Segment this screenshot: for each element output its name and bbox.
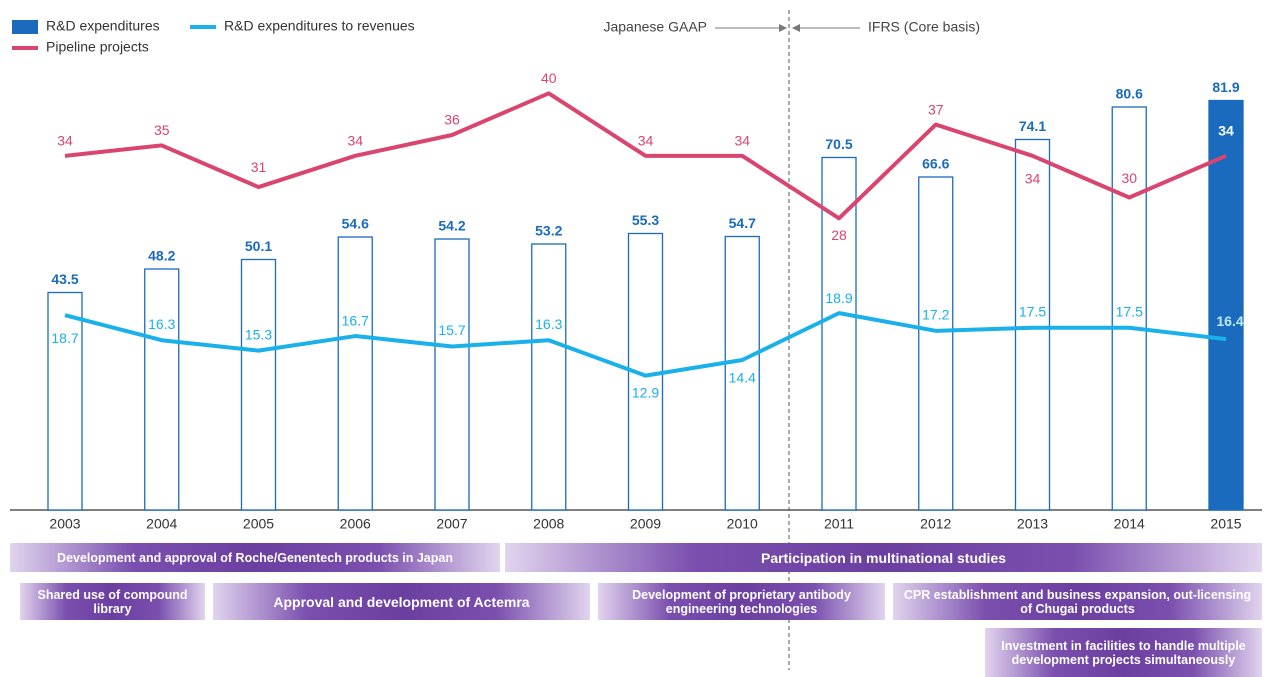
data-label: 17.2	[922, 307, 949, 323]
data-label: 12.9	[632, 384, 659, 400]
bar	[47, 291, 83, 511]
bar-label: 80.6	[1116, 86, 1143, 102]
bar-label: 74.1	[1019, 118, 1046, 134]
bar	[724, 235, 760, 511]
x-tick-label: 2003	[49, 516, 80, 532]
bar-label: 43.5	[51, 271, 78, 287]
timeline-band: Approval and development of Actemra	[213, 583, 590, 620]
bar-label: 54.2	[438, 218, 465, 234]
data-label: 16.3	[148, 316, 175, 332]
x-tick-label: 2013	[1017, 516, 1048, 532]
bar	[434, 238, 470, 511]
data-label: 40	[541, 70, 557, 86]
data-label: 18.9	[825, 290, 852, 306]
bar	[918, 176, 954, 511]
data-label: 28	[831, 227, 847, 243]
timeline-band: Shared use of compound library	[20, 583, 205, 620]
arrow-head	[779, 24, 787, 32]
bar	[1208, 99, 1244, 511]
x-tick-label: 2011	[824, 516, 854, 532]
bar	[240, 258, 277, 511]
x-tick-label: 2012	[920, 516, 951, 532]
data-label: 34	[638, 133, 654, 149]
x-tick-label: 2015	[1210, 516, 1241, 532]
timeline-band: Development and approval of Roche/Genent…	[10, 543, 500, 572]
data-label: 34	[1025, 171, 1041, 187]
annotation: Japanese GAAP	[603, 19, 707, 35]
x-tick-label: 2008	[533, 516, 564, 532]
legend-label: R&D expenditures	[46, 18, 160, 34]
x-tick-label: 2005	[243, 516, 274, 532]
x-tick-label: 2009	[630, 516, 661, 532]
data-label: 16.4	[1216, 313, 1243, 329]
bar-label: 81.9	[1212, 79, 1239, 95]
data-label: 17.5	[1019, 303, 1046, 319]
data-label: 34	[57, 133, 73, 149]
bar-label: 66.6	[922, 156, 949, 172]
data-label: 31	[251, 159, 267, 175]
timeline-band: Participation in multinational studies	[505, 543, 1262, 572]
arrow-head	[792, 24, 800, 32]
timeline-band: Development of proprietary antibody engi…	[598, 583, 885, 620]
legend-label: R&D expenditures to revenues	[224, 18, 415, 34]
line	[64, 91, 1227, 221]
bar-label: 48.2	[148, 248, 175, 264]
bar	[144, 268, 180, 511]
data-label: 15.3	[245, 326, 272, 342]
data-label: 36	[444, 112, 460, 128]
x-tick-label: 2007	[436, 516, 467, 532]
bar-label: 53.2	[535, 223, 562, 239]
data-label: 16.7	[342, 313, 369, 329]
data-label: 14.4	[729, 370, 756, 386]
bar	[337, 236, 373, 511]
data-label: 16.3	[535, 316, 562, 332]
bar-label: 70.5	[825, 136, 852, 152]
timeline-band: CPR establishment and business expansion…	[893, 583, 1262, 620]
x-tick-label: 2014	[1114, 516, 1145, 532]
x-tick-label: 2004	[146, 516, 177, 532]
x-tick-label: 2010	[727, 516, 758, 532]
annotation: IFRS (Core basis)	[868, 19, 980, 35]
bar-label: 54.6	[342, 216, 369, 232]
data-label: 35	[154, 122, 170, 138]
data-label: 34	[347, 133, 363, 149]
bar	[1014, 138, 1051, 511]
data-label: 30	[1121, 170, 1137, 186]
bar	[531, 243, 567, 511]
bar-label: 54.7	[729, 215, 756, 231]
line	[64, 311, 1227, 378]
legend-label: Pipeline projects	[46, 39, 149, 55]
timeline-band: Investment in facilities to handle multi…	[985, 628, 1262, 677]
x-tick-label: 2006	[340, 516, 371, 532]
data-label: 18.7	[51, 330, 78, 346]
data-label: 15.7	[438, 322, 465, 338]
bar-label: 50.1	[245, 238, 272, 254]
bar-label: 55.3	[632, 212, 659, 228]
data-label: 17.5	[1116, 303, 1143, 319]
data-label: 37	[928, 101, 944, 117]
bar	[1111, 106, 1147, 511]
legend-swatch	[12, 20, 38, 34]
data-label: 34	[734, 133, 750, 149]
data-label: 34	[1218, 123, 1234, 139]
